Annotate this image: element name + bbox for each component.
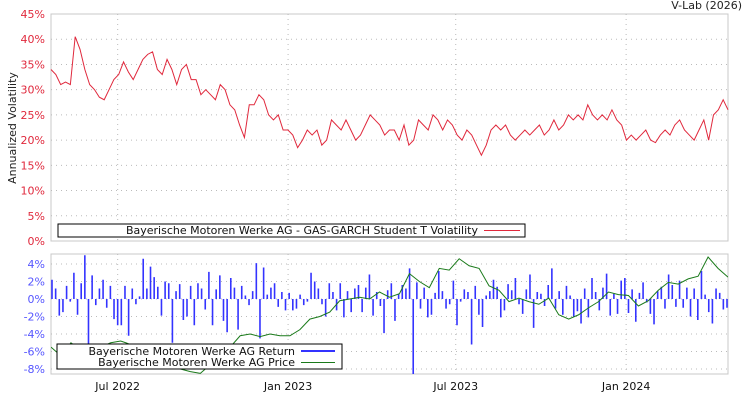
legend-label-volatility: Bayerische Motoren Werke AG - GAS-GARCH … [126, 224, 479, 237]
y-tick-label: -2% [24, 311, 45, 324]
y-tick-label: -8% [24, 363, 45, 376]
y-tick-label: 40% [21, 33, 45, 46]
y-tick-label: 0% [28, 293, 45, 306]
x-tick-label: Jul 2022 [94, 380, 140, 393]
x-tick-label: Jul 2023 [432, 380, 478, 393]
credit-label: V-Lab (2026) [671, 0, 742, 12]
y-axis-label: Annualized Volatility [6, 72, 19, 184]
y-tick-label: -4% [24, 328, 45, 341]
x-tick-label: Jan 2023 [263, 380, 312, 393]
y-tick-label: 45% [21, 8, 45, 21]
y-tick-label: 5% [28, 210, 45, 223]
y-tick-label: 25% [21, 109, 45, 122]
top-plot-frame [50, 13, 729, 242]
y-tick-label: -6% [24, 346, 45, 359]
bottom-legend-box [56, 343, 343, 370]
y-tick-label: 4% [28, 258, 45, 271]
y-tick-label: 2% [28, 276, 45, 289]
y-tick-label: 10% [21, 185, 45, 198]
y-tick-label: 20% [21, 134, 45, 147]
x-tick-label: Jan 2024 [601, 380, 650, 393]
legend-label-price: Bayerische Motoren Werke AG Price [98, 356, 295, 369]
legend-label-return: Bayerische Motoren Werke AG Return [88, 345, 295, 358]
y-tick-label: 35% [21, 58, 45, 71]
top-legend-box [57, 223, 526, 238]
volatility-line [50, 36, 729, 157]
y-tick-label: 30% [21, 84, 45, 97]
y-tick-label: 0% [28, 235, 45, 248]
y-tick-label: 15% [21, 159, 45, 172]
